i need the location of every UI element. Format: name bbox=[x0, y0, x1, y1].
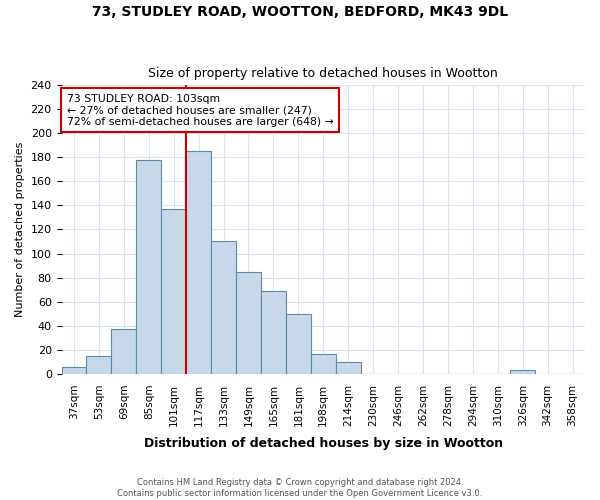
Bar bbox=[336, 362, 361, 374]
Bar bbox=[136, 160, 161, 374]
X-axis label: Distribution of detached houses by size in Wootton: Distribution of detached houses by size … bbox=[144, 437, 503, 450]
Bar bbox=[161, 209, 186, 374]
Bar bbox=[62, 367, 86, 374]
Bar bbox=[510, 370, 535, 374]
Y-axis label: Number of detached properties: Number of detached properties bbox=[15, 142, 25, 317]
Text: 73, STUDLEY ROAD, WOOTTON, BEDFORD, MK43 9DL: 73, STUDLEY ROAD, WOOTTON, BEDFORD, MK43… bbox=[92, 5, 508, 19]
Bar bbox=[112, 330, 136, 374]
Text: Contains HM Land Registry data © Crown copyright and database right 2024.
Contai: Contains HM Land Registry data © Crown c… bbox=[118, 478, 482, 498]
Bar bbox=[211, 242, 236, 374]
Text: 73 STUDLEY ROAD: 103sqm
← 27% of detached houses are smaller (247)
72% of semi-d: 73 STUDLEY ROAD: 103sqm ← 27% of detache… bbox=[67, 94, 334, 126]
Bar bbox=[86, 356, 112, 374]
Bar bbox=[186, 151, 211, 374]
Bar bbox=[311, 354, 336, 374]
Bar bbox=[261, 291, 286, 374]
Title: Size of property relative to detached houses in Wootton: Size of property relative to detached ho… bbox=[148, 66, 498, 80]
Bar bbox=[286, 314, 311, 374]
Bar bbox=[236, 272, 261, 374]
